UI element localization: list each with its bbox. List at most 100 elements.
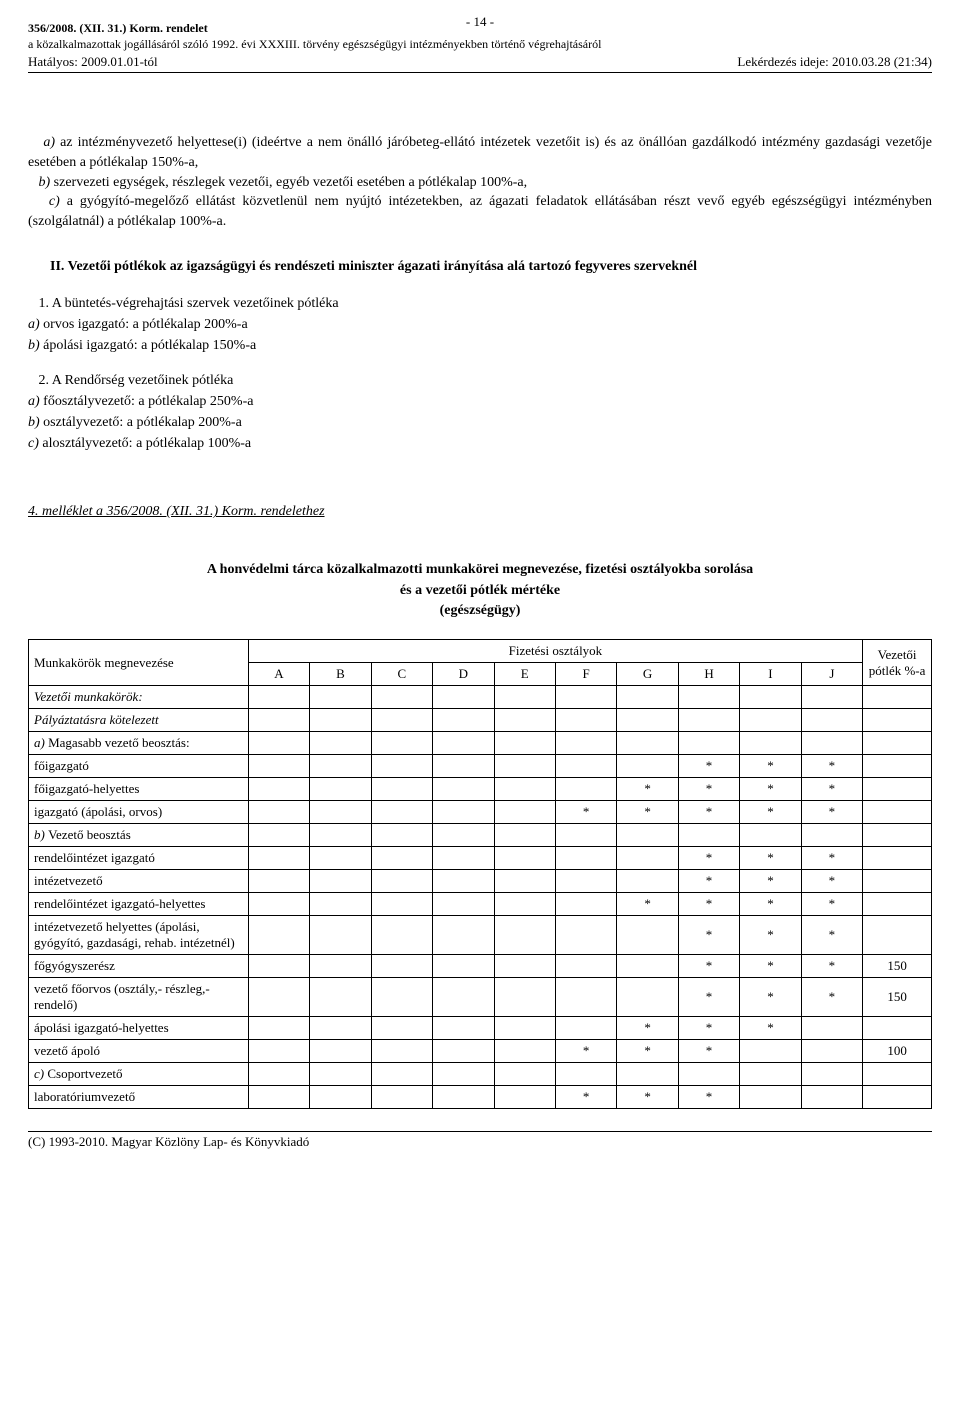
para-a-text: az intézményvezető helyettese(i) (ideért… (28, 135, 932, 170)
cell-mark (433, 801, 494, 824)
cell-mark: * (801, 801, 862, 824)
cell-mark: * (678, 778, 739, 801)
cell-mark (740, 1086, 801, 1109)
cell-mark (617, 824, 678, 847)
cell-mark (310, 893, 371, 916)
row-name: Pályáztatásra kötelezett (29, 709, 249, 732)
cell-mark (494, 778, 555, 801)
header-bottom: Hatályos: 2009.01.01-tól Lekérdezés idej… (28, 54, 932, 73)
cell-mark: * (740, 893, 801, 916)
cell-mark (678, 709, 739, 732)
cell-mark (433, 847, 494, 870)
cell-mark (248, 870, 309, 893)
col-letter: B (310, 663, 371, 686)
list2-b: osztályvezető: a pótlékalap 200%-a (43, 415, 242, 430)
para-a-prefix: a) (43, 135, 60, 150)
cell-mark (371, 1086, 432, 1109)
paragraph-abc: a) az intézményvezető helyettese(i) (ide… (28, 133, 932, 231)
cell-mark (494, 1063, 555, 1086)
cell-mark (310, 1040, 371, 1063)
para-b-text: szervezeti egységek, részlegek vezetői, … (54, 175, 527, 190)
cell-mark (310, 824, 371, 847)
cell-mark (248, 916, 309, 955)
table-row: rendelőintézet igazgató*** (29, 847, 932, 870)
cell-potlek (863, 732, 932, 755)
cell-mark (433, 732, 494, 755)
cell-mark (248, 1017, 309, 1040)
cell-mark (494, 686, 555, 709)
cell-mark (494, 847, 555, 870)
cell-mark: * (801, 955, 862, 978)
col-letter: A (248, 663, 309, 686)
cell-mark (248, 847, 309, 870)
cell-mark: * (801, 755, 862, 778)
table-row: intézetvezető*** (29, 870, 932, 893)
page-number: - 14 - (466, 14, 494, 30)
cell-mark (248, 686, 309, 709)
cell-mark: * (801, 978, 862, 1017)
cell-mark: * (740, 847, 801, 870)
col-group-header: Fizetési osztályok (248, 640, 862, 663)
cell-mark (433, 1063, 494, 1086)
cell-mark (371, 778, 432, 801)
cell-mark: * (740, 916, 801, 955)
cell-mark (433, 1086, 494, 1109)
cell-mark: * (740, 1017, 801, 1040)
cell-mark: * (617, 801, 678, 824)
cell-mark: * (801, 916, 862, 955)
cell-potlek (863, 1086, 932, 1109)
cell-mark: * (678, 870, 739, 893)
cell-mark (555, 955, 616, 978)
cell-mark (310, 755, 371, 778)
cell-mark: * (678, 755, 739, 778)
cell-mark (371, 1063, 432, 1086)
row-name: főigazgató (29, 755, 249, 778)
cell-mark: * (678, 1086, 739, 1109)
cell-mark: * (678, 893, 739, 916)
cell-mark: * (801, 778, 862, 801)
cell-mark (371, 1040, 432, 1063)
row-name: rendelőintézet igazgató-helyettes (29, 893, 249, 916)
cell-mark: * (678, 801, 739, 824)
cell-mark (617, 1063, 678, 1086)
content: a) az intézményvezető helyettese(i) (ide… (28, 133, 932, 1109)
cell-mark (248, 824, 309, 847)
table-row: Vezetői munkakörök: (29, 686, 932, 709)
cell-mark (433, 955, 494, 978)
cell-mark (801, 1017, 862, 1040)
para-b-prefix: b) (39, 175, 54, 190)
cell-mark (555, 732, 616, 755)
table-row: vezető főorvos (osztály,- részleg,- rend… (29, 978, 932, 1017)
cell-mark (555, 893, 616, 916)
col-potlek-header: Vezetői pótlék %-a (863, 640, 932, 686)
row-name: ápolási igazgató-helyettes (29, 1017, 249, 1040)
cell-mark (801, 1040, 862, 1063)
table-row: főigazgató-helyettes**** (29, 778, 932, 801)
cell-mark: * (740, 955, 801, 978)
list2-c: alosztályvezető: a pótlékalap 100%-a (42, 436, 251, 451)
cell-mark: * (617, 1017, 678, 1040)
table-row: intézetvezető helyettes (ápolási, gyógyí… (29, 916, 932, 955)
cell-mark (740, 709, 801, 732)
cell-mark: * (801, 847, 862, 870)
list1-a: orvos igazgató: a pótlékalap 200%-a (43, 317, 247, 332)
row-name: intézetvezető helyettes (ápolási, gyógyí… (29, 916, 249, 955)
cell-mark (310, 686, 371, 709)
cell-potlek (863, 870, 932, 893)
cell-mark (310, 847, 371, 870)
row-name: igazgató (ápolási, orvos) (29, 801, 249, 824)
table-row: b) Vezető beosztás (29, 824, 932, 847)
cell-mark (433, 755, 494, 778)
table-row: főgyógyszerész***150 (29, 955, 932, 978)
cell-potlek (863, 709, 932, 732)
cell-mark (494, 755, 555, 778)
section-ii-title: II. Vezetői pótlékok az igazságügyi és r… (28, 259, 932, 275)
table-heading: A honvédelmi tárca közalkalmazotti munka… (28, 560, 932, 621)
cell-mark (494, 1017, 555, 1040)
cell-mark (494, 709, 555, 732)
cell-potlek (863, 686, 932, 709)
para-c-prefix: c) (49, 194, 67, 209)
cell-mark (801, 1063, 862, 1086)
cell-mark (617, 955, 678, 978)
list1-title: 1. A büntetés-végrehajtási szervek vezet… (39, 296, 339, 311)
